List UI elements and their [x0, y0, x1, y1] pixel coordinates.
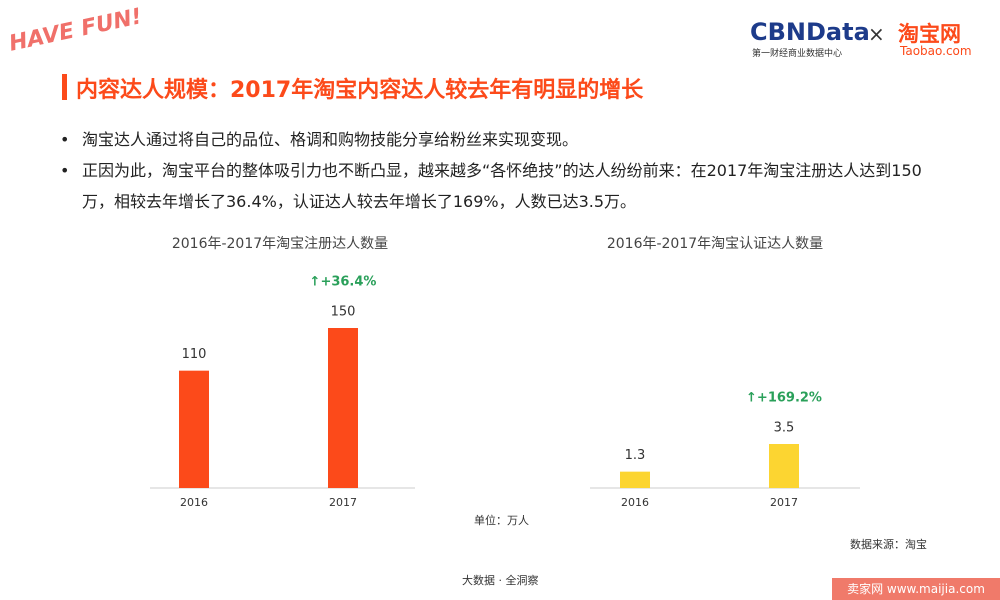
bullet-list: 淘宝达人通过将自己的品位、格调和购物技能分享给粉丝来实现变现。 正因为此，淘宝平…: [60, 124, 922, 217]
bar: [620, 471, 650, 488]
data-label: 110: [182, 347, 207, 362]
watermark: 卖家网 www.maijia.com: [832, 578, 1000, 600]
bullet: 淘宝达人通过将自己的品位、格调和购物技能分享给粉丝来实现变现。: [60, 124, 922, 155]
times-sign: ×: [868, 22, 885, 46]
x-tick-label: 2017: [770, 496, 798, 509]
data-label: 3.5: [774, 421, 795, 436]
slide-title: 内容达人规模：2017年淘宝内容达人较去年有明显的增长: [76, 78, 644, 103]
partner-logo: 淘宝网: [898, 22, 961, 46]
bullet: 正因为此，淘宝平台的整体吸引力也不断凸显，越来越多“各怀绝技”的达人纷纷前来：在…: [60, 155, 922, 217]
bar: [179, 370, 209, 488]
unit-note: 单位：万人: [474, 514, 529, 527]
bar: [769, 444, 799, 488]
chart-title: 2016年-2017年淘宝认证达人数量: [607, 236, 823, 252]
source-note: 数据来源：淘宝: [850, 538, 927, 551]
x-tick-label: 2017: [329, 496, 357, 509]
brand-sub: 第一财经商业数据中心: [752, 49, 843, 59]
data-label: 150: [331, 305, 356, 320]
partner-url: Taobao.com: [900, 44, 972, 58]
footer: 大数据 · 全洞察: [462, 574, 539, 587]
x-tick-label: 2016: [621, 496, 649, 509]
growth-annotation: ↑+36.4%: [310, 275, 377, 290]
growth-annotation: ↑+169.2%: [746, 391, 822, 406]
title-accent: [62, 74, 67, 100]
bar: [328, 328, 358, 488]
data-label: 1.3: [625, 448, 646, 463]
brand-logo: CBNData: [750, 18, 870, 46]
x-tick-label: 2016: [180, 496, 208, 509]
chart-title: 2016年-2017年淘宝注册达人数量: [172, 236, 388, 252]
